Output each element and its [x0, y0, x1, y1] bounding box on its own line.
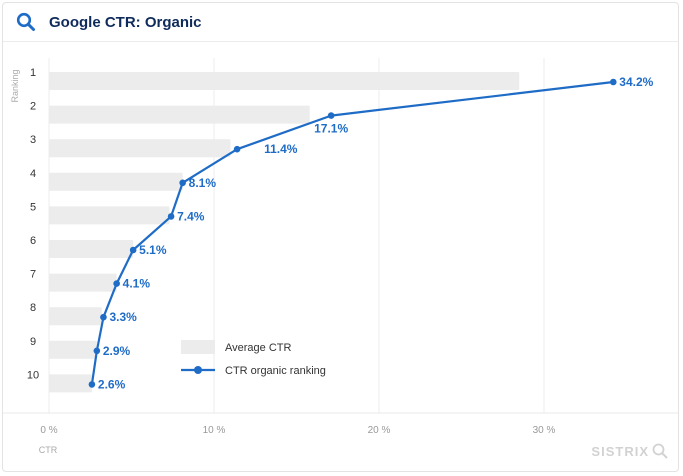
- data-label: 2.6%: [98, 377, 126, 391]
- bar: [49, 340, 97, 359]
- magnifier-icon: [652, 443, 668, 459]
- y-tick-label: 5: [30, 201, 36, 213]
- bar: [49, 172, 183, 191]
- bar: [49, 139, 231, 158]
- data-label: 34.2%: [619, 75, 653, 89]
- x-axis-label: CTR: [39, 445, 58, 455]
- data-point: [167, 213, 175, 220]
- data-point: [88, 381, 96, 388]
- y-tick-label: 4: [30, 168, 36, 180]
- data-point: [129, 246, 137, 254]
- bar: [49, 206, 170, 225]
- y-tick-label: 7: [30, 269, 36, 281]
- data-label: 8.1%: [189, 176, 217, 190]
- x-tick-label: 10 %: [203, 425, 226, 436]
- legend-label: CTR organic ranking: [225, 365, 326, 377]
- data-label: 7.4%: [177, 209, 205, 223]
- bar: [49, 374, 92, 393]
- data-label: 5.1%: [139, 243, 167, 257]
- data-point: [610, 78, 617, 86]
- chart-title: Google CTR: Organic: [49, 14, 202, 31]
- data-point: [100, 313, 107, 321]
- data-point: [93, 347, 101, 355]
- y-tick-label: 8: [30, 302, 36, 314]
- legend-swatch-bar: [181, 340, 215, 354]
- data-point: [179, 179, 186, 187]
- x-tick-label: 30 %: [533, 425, 556, 436]
- brand-logo: SISTRIX: [591, 443, 668, 459]
- search-icon[interactable]: [16, 12, 36, 32]
- ctr-chart: 0 % 10 % 20 % 30 % Ranking CTR 1 2 3 4 5 6 7 8 9 10 34.2…: [3, 58, 678, 455]
- brand-name: SISTRIX: [591, 443, 649, 459]
- bar: [49, 105, 310, 124]
- ctr-line: [90, 80, 614, 385]
- y-tick-label: 2: [30, 101, 36, 113]
- y-tick-label: 10: [27, 369, 39, 381]
- data-label: 2.9%: [103, 344, 131, 358]
- bar: [49, 307, 102, 326]
- chart-header: Google CTR: Organic: [3, 3, 678, 42]
- y-tick-label: 3: [30, 134, 36, 146]
- y-axis-label: Ranking: [10, 69, 20, 102]
- data-label: 11.4%: [264, 142, 298, 156]
- chart-card: Google CTR: Organic 0 % 10 % 20 % 30 % Ranki…: [2, 2, 679, 472]
- data-point: [327, 112, 335, 119]
- y-tick-label: 1: [30, 67, 36, 79]
- bar: [49, 240, 134, 258]
- y-tick-label: 9: [30, 336, 36, 348]
- data-label: 4.1%: [123, 277, 151, 291]
- data-label: 3.3%: [109, 310, 137, 324]
- y-tick-label: 6: [30, 235, 36, 247]
- data-label: 17.1%: [314, 122, 348, 136]
- data-point: [113, 280, 120, 287]
- legend-swatch-dot: [194, 366, 202, 374]
- legend-label: Average CTR: [225, 342, 291, 354]
- data-point: [233, 145, 241, 153]
- bar: [49, 273, 117, 292]
- x-tick-label: 20 %: [368, 425, 391, 436]
- bar: [49, 72, 520, 90]
- x-tick-label: 0 %: [40, 425, 57, 436]
